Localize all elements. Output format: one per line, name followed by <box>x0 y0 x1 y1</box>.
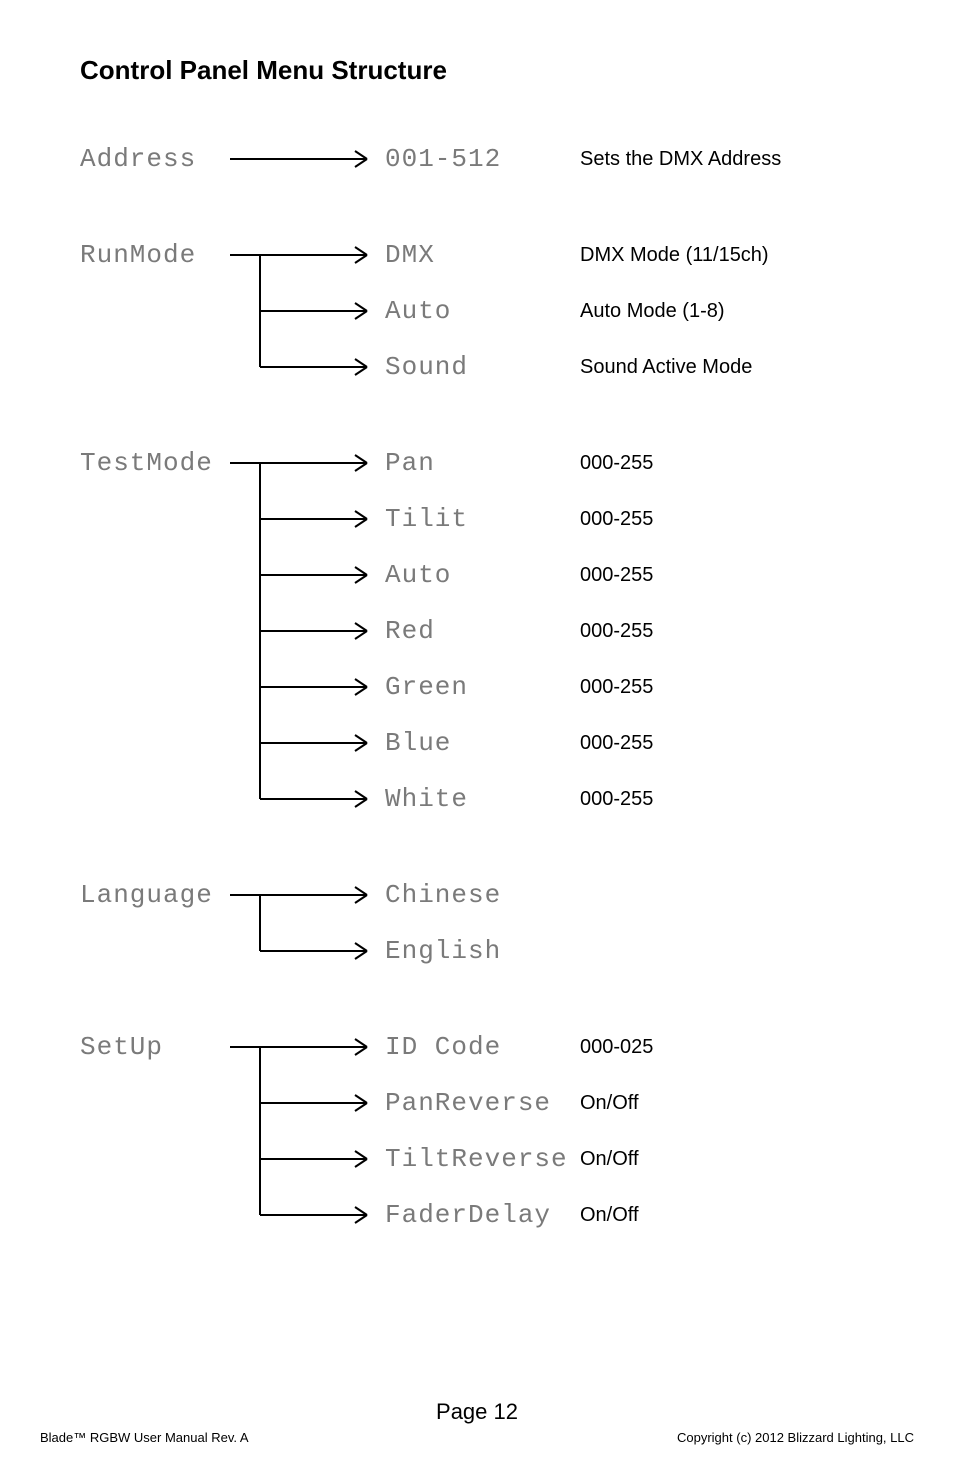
arrow-icon <box>230 715 375 771</box>
tree-connector <box>230 227 375 283</box>
menu-tree: Address 001-512Sets the DMX Address RunMo… <box>80 131 874 1243</box>
tree-connector <box>230 923 375 979</box>
menu-row: AutoAuto Mode (1-8) <box>80 283 874 339</box>
menu-sub-label: Tilit <box>375 504 580 534</box>
footer-left: Blade™ RGBW User Manual Rev. A <box>40 1430 249 1445</box>
tree-connector <box>230 283 375 339</box>
menu-sub-label: PanReverse <box>375 1088 580 1118</box>
tree-connector <box>230 715 375 771</box>
menu-description: DMX Mode (11/15ch) <box>580 244 874 267</box>
menu-sub-label: Sound <box>375 352 580 382</box>
arrow-icon <box>230 1075 375 1131</box>
menu-description: On/Off <box>580 1148 874 1171</box>
menu-sub-label: 001-512 <box>375 144 580 174</box>
menu-row: Red000-255 <box>80 603 874 659</box>
menu-group: Address 001-512Sets the DMX Address <box>80 131 874 187</box>
arrow-icon <box>230 771 375 827</box>
menu-description: On/Off <box>580 1204 874 1227</box>
menu-description: 000-255 <box>580 564 874 587</box>
arrow-icon <box>230 1187 375 1243</box>
menu-description: 000-255 <box>580 508 874 531</box>
arrow-icon <box>230 435 375 491</box>
tree-connector <box>230 867 375 923</box>
tree-connector <box>230 339 375 395</box>
arrow-icon <box>230 603 375 659</box>
tree-connector <box>230 1187 375 1243</box>
menu-main-label: Language <box>80 880 230 910</box>
menu-sub-label: Red <box>375 616 580 646</box>
menu-row: PanReverseOn/Off <box>80 1075 874 1131</box>
menu-main-label: TestMode <box>80 448 230 478</box>
arrow-icon <box>230 131 375 187</box>
menu-group: RunMode DMXDMX Mode (11/15ch) AutoAuto M… <box>80 227 874 395</box>
tree-connector <box>230 603 375 659</box>
menu-sub-label: White <box>375 784 580 814</box>
menu-group: Language Chinese English <box>80 867 874 979</box>
tree-connector <box>230 547 375 603</box>
menu-row: Tilit000-255 <box>80 491 874 547</box>
menu-row: Blue000-255 <box>80 715 874 771</box>
menu-description: On/Off <box>580 1092 874 1115</box>
menu-description: Auto Mode (1-8) <box>580 300 874 323</box>
menu-main-label: SetUp <box>80 1032 230 1062</box>
menu-row: SetUp ID Code000-025 <box>80 1019 874 1075</box>
menu-sub-label: TiltReverse <box>375 1144 580 1174</box>
menu-row: RunMode DMXDMX Mode (11/15ch) <box>80 227 874 283</box>
menu-sub-label: Pan <box>375 448 580 478</box>
menu-description: 000-255 <box>580 676 874 699</box>
menu-row: Address 001-512Sets the DMX Address <box>80 131 874 187</box>
menu-row: Green000-255 <box>80 659 874 715</box>
menu-sub-label: ID Code <box>375 1032 580 1062</box>
arrow-icon <box>230 659 375 715</box>
footer-right: Copyright (c) 2012 Blizzard Lighting, LL… <box>677 1430 914 1445</box>
menu-description: 000-255 <box>580 788 874 811</box>
menu-row: Auto000-255 <box>80 547 874 603</box>
tree-connector <box>230 1019 375 1075</box>
menu-row: FaderDelayOn/Off <box>80 1187 874 1243</box>
menu-sub-label: Green <box>375 672 580 702</box>
menu-description: 000-025 <box>580 1036 874 1059</box>
menu-sub-label: Blue <box>375 728 580 758</box>
menu-sub-label: English <box>375 936 580 966</box>
page-footer: Page 12 Blade™ RGBW User Manual Rev. A C… <box>0 1385 954 1475</box>
arrow-icon <box>230 923 375 979</box>
menu-row: Language Chinese <box>80 867 874 923</box>
menu-sub-label: DMX <box>375 240 580 270</box>
menu-group: SetUp ID Code000-025 PanReverseOn/Off Ti… <box>80 1019 874 1243</box>
tree-connector <box>230 435 375 491</box>
menu-sub-label: Auto <box>375 560 580 590</box>
tree-connector <box>230 771 375 827</box>
arrow-icon <box>230 1019 375 1075</box>
menu-description: 000-255 <box>580 452 874 475</box>
arrow-icon <box>230 227 375 283</box>
arrow-icon <box>230 547 375 603</box>
arrow-icon <box>230 491 375 547</box>
tree-connector <box>230 131 375 187</box>
arrow-icon <box>230 283 375 339</box>
menu-sub-label: Chinese <box>375 880 580 910</box>
tree-connector <box>230 491 375 547</box>
arrow-icon <box>230 339 375 395</box>
menu-row: English <box>80 923 874 979</box>
menu-sub-label: FaderDelay <box>375 1200 580 1230</box>
tree-connector <box>230 1075 375 1131</box>
menu-sub-label: Auto <box>375 296 580 326</box>
tree-connector <box>230 659 375 715</box>
menu-main-label: Address <box>80 144 230 174</box>
page-number: Page 12 <box>0 1399 954 1425</box>
page-title: Control Panel Menu Structure <box>80 55 874 86</box>
menu-description: Sound Active Mode <box>580 356 874 379</box>
menu-main-label: RunMode <box>80 240 230 270</box>
menu-group: TestMode Pan000-255 Tilit000-255 Auto000… <box>80 435 874 827</box>
menu-row: SoundSound Active Mode <box>80 339 874 395</box>
arrow-icon <box>230 1131 375 1187</box>
tree-connector <box>230 1131 375 1187</box>
menu-row: TestMode Pan000-255 <box>80 435 874 491</box>
menu-description: Sets the DMX Address <box>580 148 874 171</box>
menu-row: TiltReverseOn/Off <box>80 1131 874 1187</box>
menu-description: 000-255 <box>580 732 874 755</box>
menu-description: 000-255 <box>580 620 874 643</box>
arrow-icon <box>230 867 375 923</box>
menu-row: White000-255 <box>80 771 874 827</box>
